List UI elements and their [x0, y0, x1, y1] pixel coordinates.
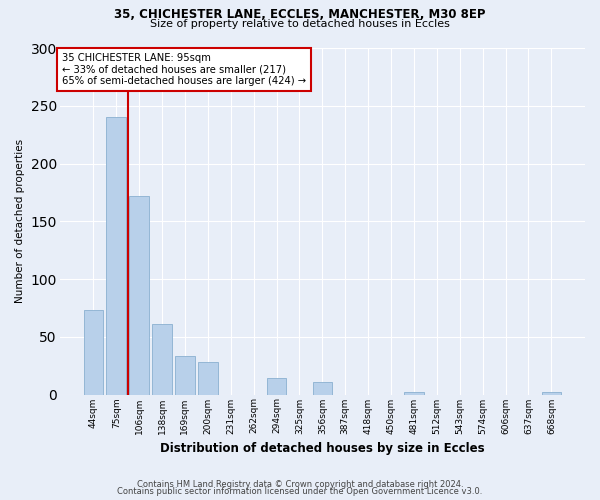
Bar [130, 196, 149, 394]
Bar [198, 362, 218, 394]
Text: Contains public sector information licensed under the Open Government Licence v3: Contains public sector information licen… [118, 487, 482, 496]
Text: 35 CHICHESTER LANE: 95sqm
← 33% of detached houses are smaller (217)
65% of semi: 35 CHICHESTER LANE: 95sqm ← 33% of detac… [62, 53, 307, 86]
Text: Contains HM Land Registry data © Crown copyright and database right 2024.: Contains HM Land Registry data © Crown c… [137, 480, 463, 489]
Bar [175, 356, 194, 395]
Text: 35, CHICHESTER LANE, ECCLES, MANCHESTER, M30 8EP: 35, CHICHESTER LANE, ECCLES, MANCHESTER,… [114, 8, 486, 20]
Bar [83, 310, 103, 394]
Bar [404, 392, 424, 394]
X-axis label: Distribution of detached houses by size in Eccles: Distribution of detached houses by size … [160, 442, 485, 455]
Bar [313, 382, 332, 394]
Text: Size of property relative to detached houses in Eccles: Size of property relative to detached ho… [150, 19, 450, 29]
Bar [152, 324, 172, 394]
Y-axis label: Number of detached properties: Number of detached properties [15, 139, 25, 304]
Bar [542, 392, 561, 394]
Bar [106, 118, 126, 394]
Bar [267, 378, 286, 394]
